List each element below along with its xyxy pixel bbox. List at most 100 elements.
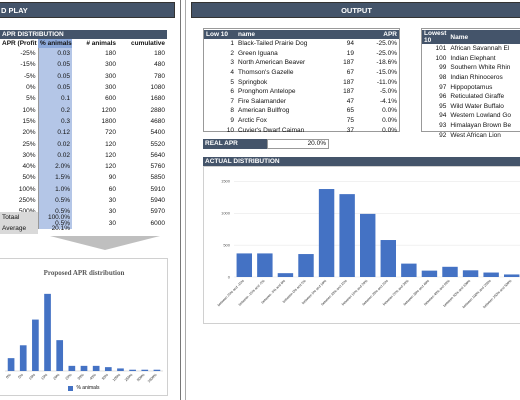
pct-animals-cell[interactable]: 0.12: [38, 127, 72, 139]
count-cell[interactable]: 187: [343, 78, 354, 86]
apr-result-cell[interactable]: -25.0%: [376, 40, 397, 48]
num-animals-cell[interactable]: 300: [105, 72, 116, 80]
rank-cell[interactable]: 99: [439, 64, 447, 72]
num-animals-cell[interactable]: 600: [105, 95, 116, 103]
apr-cell[interactable]: 100%: [0, 183, 39, 195]
animal-name-cell[interactable]: Southern White Rhin: [450, 64, 511, 72]
apr-result-cell[interactable]: -15.0%: [376, 69, 397, 77]
num-animals-cell[interactable]: 120: [105, 163, 116, 171]
pct-animals-cell[interactable]: 0.02: [38, 149, 72, 161]
rank-cell[interactable]: 7: [230, 97, 234, 105]
animal-name-cell[interactable]: Pronghorn Antelope: [238, 88, 296, 96]
rank-cell[interactable]: 95: [439, 102, 447, 110]
animal-name-cell[interactable]: Western Lowland Go: [450, 112, 511, 120]
rank-cell[interactable]: 101: [435, 45, 447, 53]
cumulative-cell[interactable]: 780: [154, 72, 165, 80]
pct-animals-cell[interactable]: 0.05: [38, 81, 72, 94]
proposed-apr-chart[interactable]: Proposed APR distribution 0% 5% 10% 15% 20% 2…: [0, 258, 168, 396]
rank-cell[interactable]: 1: [230, 40, 234, 48]
animal-name-cell[interactable]: West African Lion: [450, 131, 501, 139]
num-animals-cell[interactable]: 30: [108, 219, 116, 227]
pct-animals-cell[interactable]: 0.1: [38, 93, 72, 105]
animal-name-cell[interactable]: North American Beaver: [238, 59, 306, 67]
apr-cell[interactable]: 0%: [0, 81, 39, 94]
apr-cell[interactable]: 25%: [0, 138, 39, 150]
pct-animals-cell[interactable]: 2.0%: [38, 160, 72, 173]
real-apr-value[interactable]: 20.0%: [267, 139, 329, 149]
cumulative-cell[interactable]: 6000: [150, 219, 165, 227]
apr-cell[interactable]: -25%: [0, 48, 39, 60]
num-animals-cell[interactable]: 1200: [101, 106, 116, 114]
rank-cell[interactable]: 8: [230, 107, 234, 115]
rank-cell[interactable]: 98: [439, 74, 447, 82]
animal-name-cell[interactable]: Hippopotamus: [450, 83, 493, 91]
cumulative-cell[interactable]: 2880: [150, 106, 165, 114]
cumulative-cell[interactable]: 5850: [150, 174, 165, 182]
rank-cell[interactable]: 2: [230, 49, 234, 57]
num-animals-cell[interactable]: 60: [108, 185, 116, 193]
animal-name-cell[interactable]: Green Iguana: [238, 49, 278, 57]
num-animals-cell[interactable]: 720: [105, 129, 116, 137]
animal-name-cell[interactable]: Wild Water Buffalo: [450, 102, 504, 110]
num-animals-cell[interactable]: 1800: [101, 117, 116, 125]
apr-cell[interactable]: 500%: [0, 206, 39, 218]
count-cell[interactable]: 187: [343, 59, 354, 67]
cumulative-cell[interactable]: 4680: [150, 117, 165, 125]
animal-name-cell[interactable]: Springbok: [238, 78, 268, 86]
cumulative-cell[interactable]: 1080: [150, 84, 165, 92]
rank-cell[interactable]: 4: [230, 69, 234, 77]
apr-cell[interactable]: 5%: [0, 93, 39, 105]
num-animals-cell[interactable]: 30: [108, 197, 116, 204]
cumulative-cell[interactable]: 480: [154, 61, 165, 69]
cumulative-cell[interactable]: 5520: [150, 140, 165, 148]
rank-cell[interactable]: 94: [439, 112, 447, 120]
rank-cell[interactable]: 93: [439, 122, 447, 130]
num-animals-cell[interactable]: 300: [105, 61, 116, 69]
animal-name-cell[interactable]: American Bullfrog: [238, 107, 290, 115]
pct-animals-cell[interactable]: 1.5%: [38, 172, 72, 184]
average-value[interactable]: 20.1%: [51, 225, 70, 232]
rank-cell[interactable]: 97: [439, 83, 447, 91]
animal-name-cell[interactable]: African Savannah El: [450, 45, 510, 53]
rank-cell[interactable]: 6: [230, 88, 234, 96]
pct-animals-cell[interactable]: 0.05: [38, 70, 72, 82]
animal-name-cell[interactable]: Indian Rhinoceros: [450, 74, 503, 82]
count-cell[interactable]: 37: [346, 126, 354, 134]
apr-cell[interactable]: 20%: [0, 127, 39, 139]
num-animals-cell[interactable]: 180: [105, 50, 116, 58]
cumulative-cell[interactable]: 5910: [150, 185, 165, 193]
count-cell[interactable]: 75: [346, 117, 354, 125]
animal-name-cell[interactable]: Himalayan Brown Be: [450, 122, 512, 130]
rank-cell[interactable]: 10: [226, 126, 234, 134]
num-animals-cell[interactable]: 30: [108, 208, 116, 216]
apr-cell[interactable]: 30%: [0, 149, 39, 161]
num-animals-cell[interactable]: 90: [108, 174, 116, 182]
num-animals-cell[interactable]: 300: [105, 84, 116, 92]
cumulative-cell[interactable]: 5400: [150, 129, 165, 137]
pct-animals-cell[interactable]: 0.02: [38, 138, 72, 150]
rank-cell[interactable]: 9: [230, 117, 234, 125]
cumulative-cell[interactable]: 1680: [150, 95, 165, 103]
rank-cell[interactable]: 3: [230, 59, 234, 67]
count-cell[interactable]: 187: [343, 88, 354, 96]
actual-distribution-chart[interactable]: 0 500 1000 1500 between 25% and -15% between …: [203, 166, 520, 324]
animal-name-cell[interactable]: Reticulated Giraffe: [450, 93, 505, 101]
totals-value[interactable]: 100.0%: [47, 214, 70, 221]
cumulative-cell[interactable]: 5760: [150, 163, 165, 171]
count-cell[interactable]: 19: [346, 49, 354, 57]
apr-cell[interactable]: 50%: [0, 172, 39, 184]
cumulative-cell[interactable]: 5970: [150, 208, 165, 216]
count-cell[interactable]: 65: [346, 107, 354, 115]
apr-result-cell[interactable]: -4.1%: [380, 97, 397, 105]
count-cell[interactable]: 47: [346, 97, 354, 105]
pct-animals-cell[interactable]: 0.5%: [38, 194, 72, 207]
apr-cell[interactable]: 15%: [0, 115, 39, 128]
pct-animals-cell[interactable]: 1.0%: [38, 183, 72, 195]
pct-animals-cell[interactable]: 0.2: [38, 104, 72, 116]
rank-cell[interactable]: 92: [439, 131, 447, 139]
apr-cell[interactable]: -5%: [0, 70, 39, 82]
animal-name-cell[interactable]: Thomson's Gazelle: [238, 69, 294, 77]
apr-cell[interactable]: 40%: [0, 160, 39, 173]
animal-name-cell[interactable]: Fire Salamander: [238, 97, 287, 105]
apr-cell[interactable]: -15%: [0, 59, 39, 71]
